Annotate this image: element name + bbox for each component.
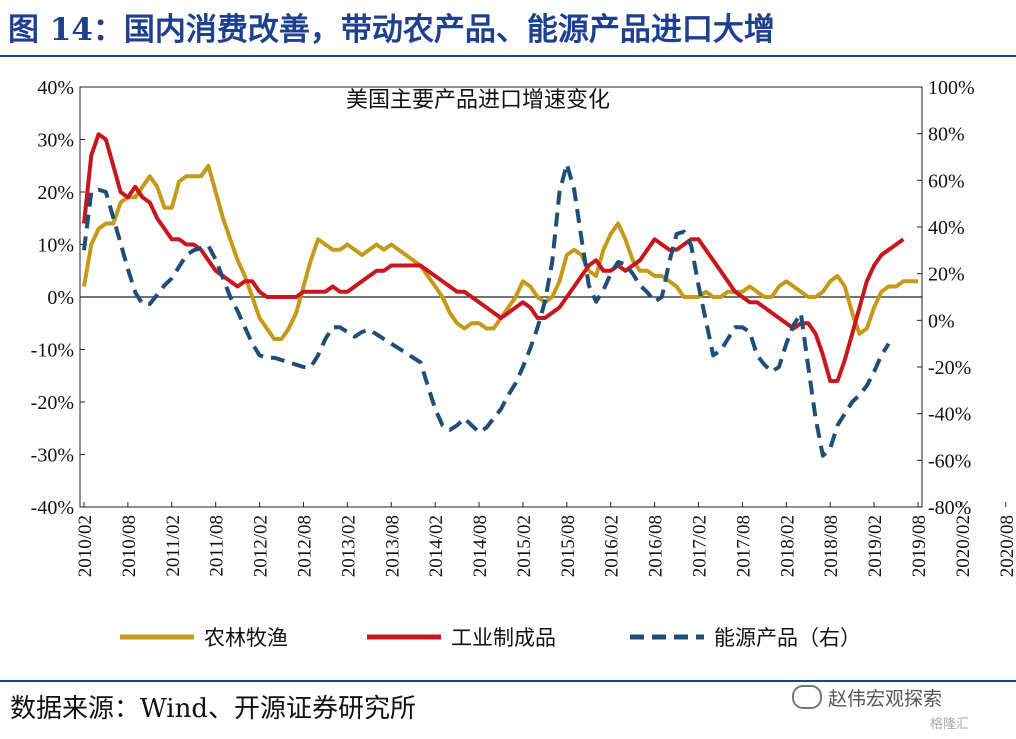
right-tick-label: 80% <box>928 124 965 146</box>
x-tick-label: 2020/02 <box>953 515 974 577</box>
left-tick-label: -10% <box>31 340 74 362</box>
x-tick-label: 2017/08 <box>733 515 754 577</box>
right-axis: 100% 80% 60% 40% 20% 0% -20% -40% -60% -80% <box>917 77 975 519</box>
right-tick-label: 0% <box>928 310 955 332</box>
left-tick-label: 0% <box>47 287 74 309</box>
x-tick-label: 2010/08 <box>119 515 140 577</box>
watermark: 赵伟宏观探索 <box>792 684 942 711</box>
right-tick-label: 60% <box>928 170 965 192</box>
x-tick-label: 2013/08 <box>382 515 403 577</box>
right-tick-label: -60% <box>928 450 971 472</box>
x-tick-label: 2018/02 <box>777 515 798 577</box>
series-line-0 <box>82 163 918 341</box>
right-tick-label: -20% <box>928 357 971 379</box>
line-chart: 美国主要产品进口增速变化 40% 30% 20% 10% 0% -10% -20% -30% -… <box>31 77 1016 650</box>
x-axis: 2010/02 2010/08 2011/02 2011/08 2012/02 2012/… <box>75 502 1016 577</box>
right-tick-label: -80% <box>928 497 971 519</box>
left-tick-label: 20% <box>37 182 74 204</box>
x-tick-label: 2018/08 <box>821 515 842 577</box>
legend-label-1: 工业制成品 <box>451 626 556 650</box>
x-tick-label: 2019/02 <box>865 515 886 577</box>
right-tick-label: 20% <box>928 264 965 286</box>
left-tick-label: 10% <box>37 235 74 257</box>
legend: 农林牧渔 工业制成品 能源产品（右） <box>120 626 861 650</box>
x-tick-label: 2013/02 <box>338 515 359 577</box>
x-tick-label: 2015/08 <box>558 515 579 577</box>
left-tick-label: 40% <box>37 77 74 99</box>
chart-title: 美国主要产品进口增速变化 <box>346 88 610 113</box>
left-tick-label: -20% <box>31 392 74 414</box>
left-tick-label: 30% <box>37 130 74 152</box>
right-tick-label: 100% <box>928 77 975 99</box>
x-tick-label: 2015/02 <box>514 515 535 577</box>
figure-title: 图 14：国内消费改善，带动农产品、能源产品进口大增 <box>8 12 775 48</box>
x-tick-label: 2011/02 <box>163 515 184 577</box>
x-tick-label: 2011/08 <box>207 515 228 577</box>
legend-label-0: 农林牧渔 <box>204 626 288 650</box>
wechat-icon <box>792 685 822 709</box>
footer-divider <box>0 680 1016 682</box>
x-tick-label: 2017/02 <box>690 515 711 577</box>
right-tick-label: 40% <box>928 217 965 239</box>
left-axis: 40% 30% 20% 10% 0% -10% -20% -30% -40% <box>31 77 85 519</box>
x-tick-label: 2014/08 <box>470 515 491 577</box>
watermark-text: 赵伟宏观探索 <box>828 688 943 710</box>
x-tick-label: 2012/02 <box>251 515 272 577</box>
legend-label-2: 能源产品（右） <box>714 626 861 650</box>
series-line-2 <box>82 162 891 458</box>
right-tick-label: -40% <box>928 404 971 426</box>
x-tick-label: 2016/02 <box>602 515 623 577</box>
x-tick-label: 2010/02 <box>75 515 96 577</box>
badge: 格隆汇 <box>930 717 970 732</box>
source-note: 数据来源：Wind、开源证券研究所 <box>10 694 416 724</box>
x-tick-label: 2012/08 <box>294 515 315 577</box>
x-tick-label: 2014/02 <box>426 515 447 577</box>
left-tick-label: -40% <box>31 497 74 519</box>
series-lines <box>82 132 918 458</box>
left-tick-label: -30% <box>31 445 74 467</box>
x-tick-label: 2016/08 <box>646 515 667 577</box>
x-tick-label: 2020/08 <box>997 515 1016 577</box>
title-divider <box>0 55 1016 57</box>
x-tick-label: 2019/08 <box>909 515 930 577</box>
